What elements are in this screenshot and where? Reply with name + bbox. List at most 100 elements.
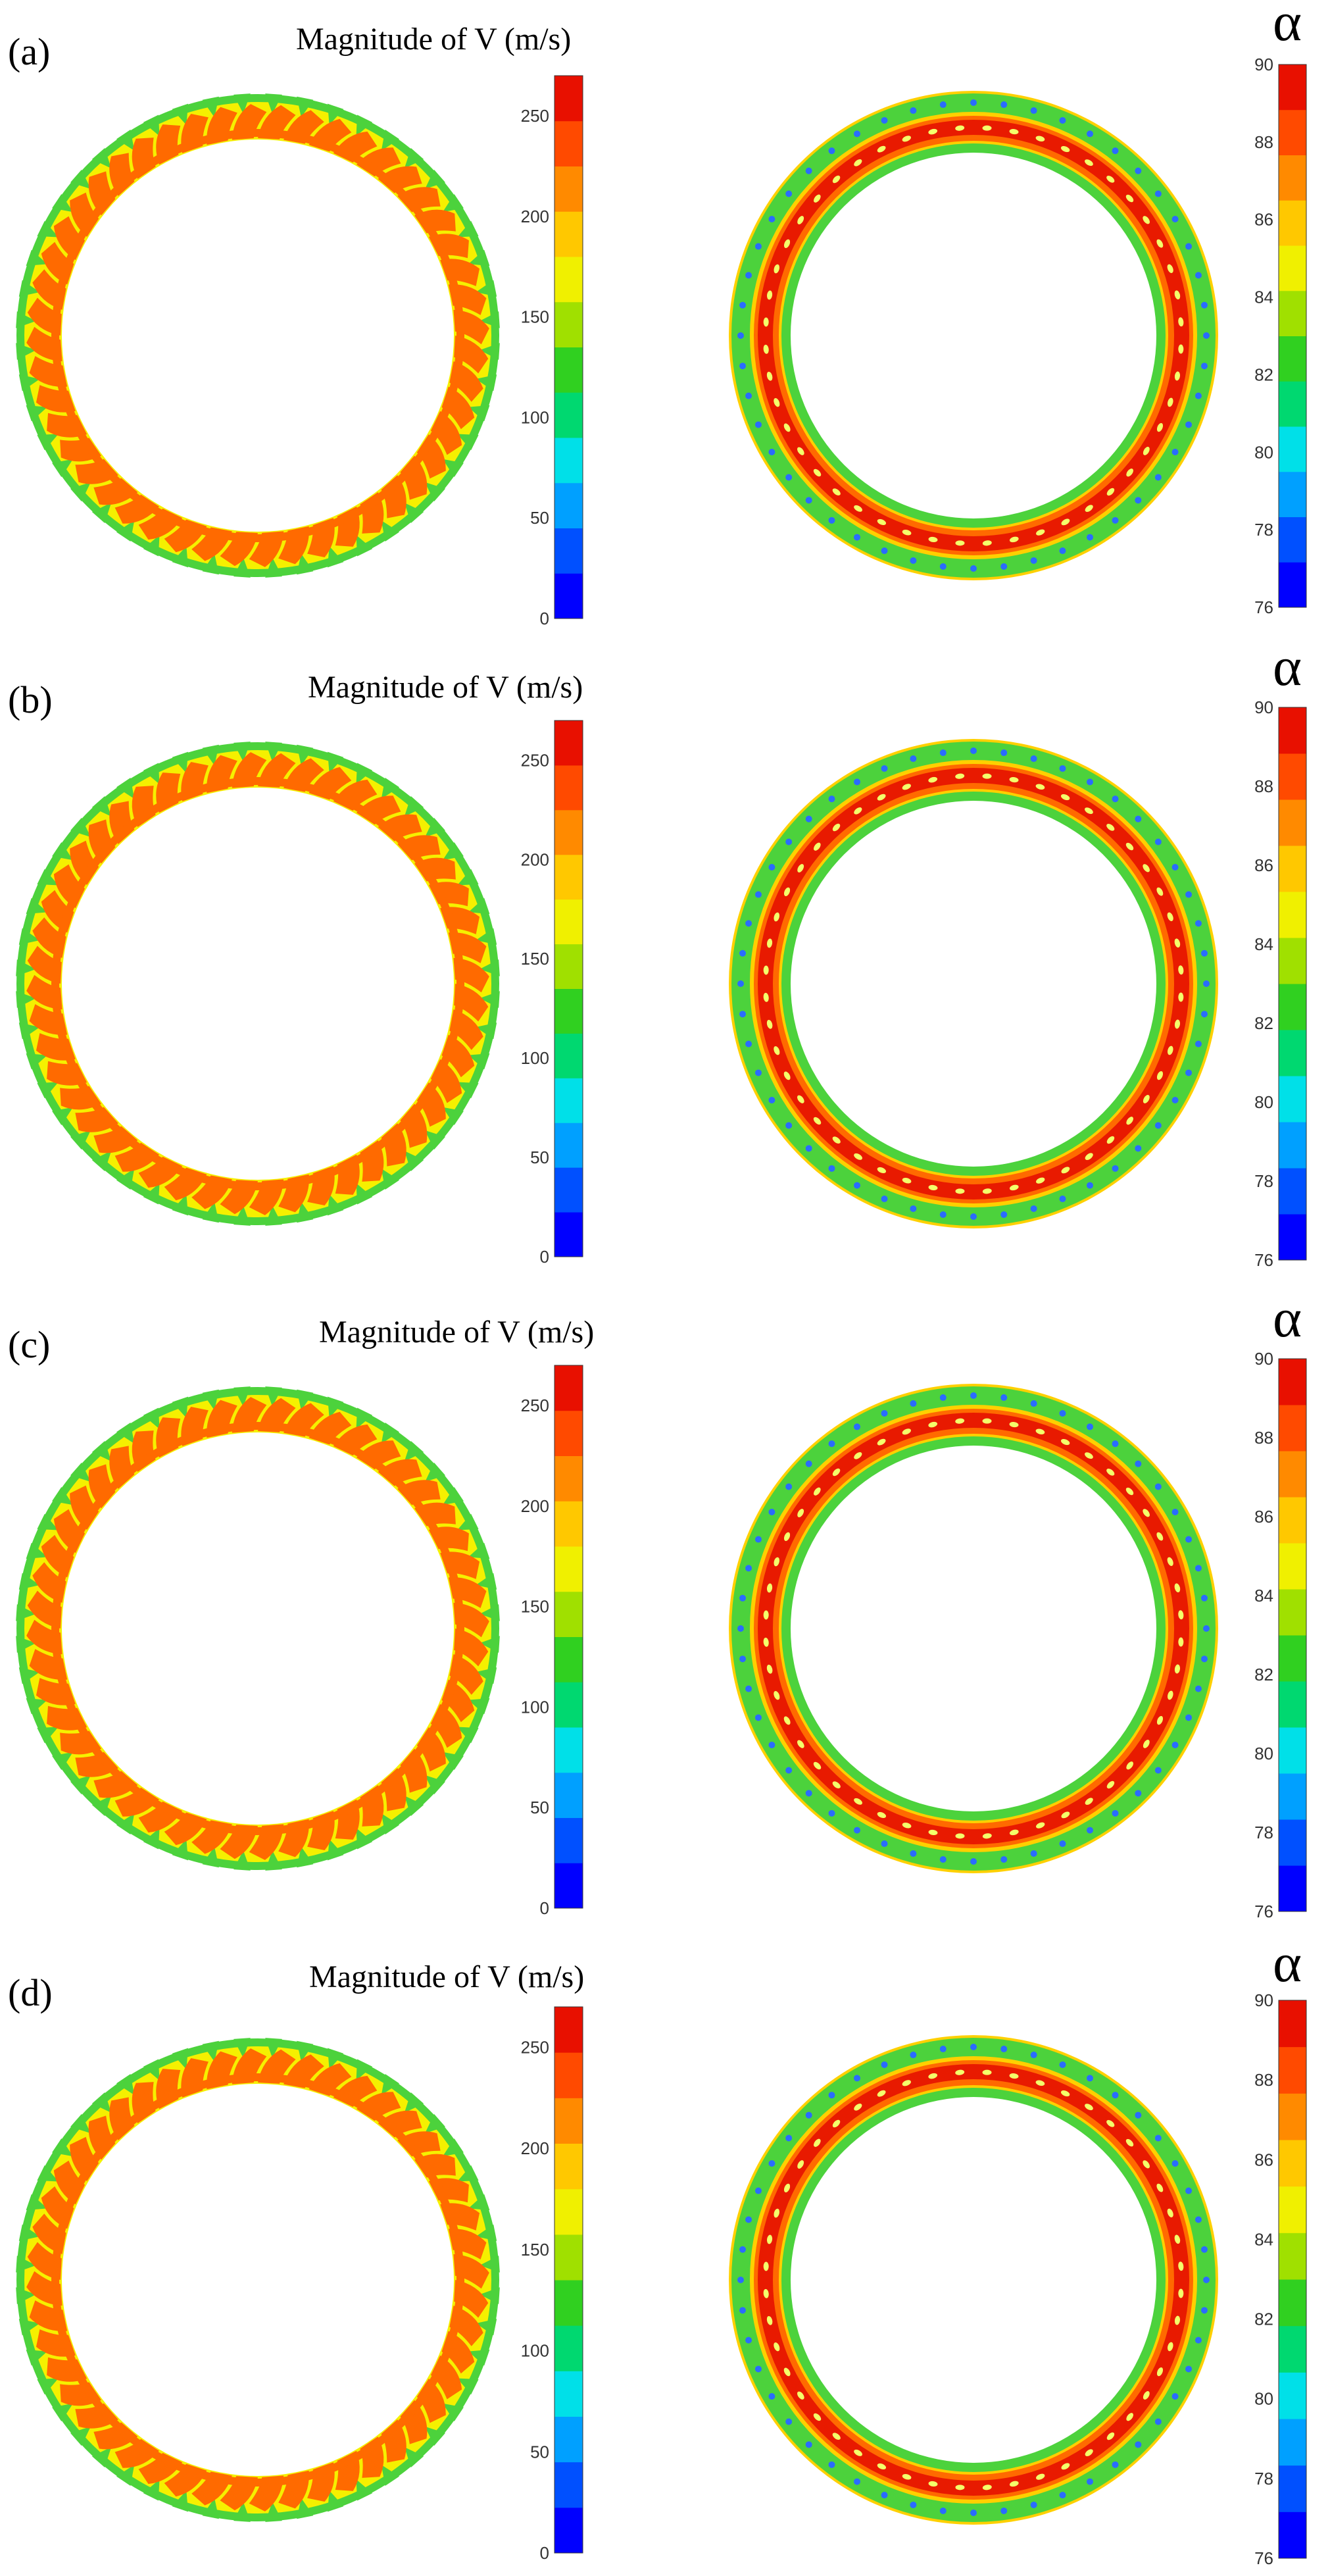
- colorbar-segment: [1279, 2093, 1306, 2117]
- outer-tooth: [476, 2319, 497, 2336]
- yellow-dot: [774, 1557, 779, 1567]
- blue-dot: [854, 2478, 860, 2485]
- outer-tooth: [116, 2465, 135, 2486]
- colorbar-segment: [554, 1011, 583, 1034]
- colorbar-segment: [554, 143, 583, 166]
- outer-tooth: [70, 482, 91, 502]
- outer-tooth: [172, 2048, 188, 2069]
- yellow-dot: [763, 1637, 769, 1647]
- outer-tooth: [37, 869, 59, 886]
- colorbar-segment: [1279, 1053, 1306, 1076]
- yellow-dot: [982, 125, 992, 131]
- outer-tooth: [234, 742, 251, 762]
- blue-dot: [1203, 980, 1210, 987]
- yellow-dot: [1178, 2261, 1184, 2271]
- colorbar-segment: [1279, 2256, 1306, 2280]
- blue-dot: [881, 116, 888, 124]
- blue-dot: [828, 1165, 835, 1172]
- outer-tooth: [425, 2113, 445, 2134]
- yellow-dot: [763, 1610, 769, 1620]
- colorbar-segment: [554, 809, 583, 833]
- colorbar-segment: [1279, 2372, 1306, 2396]
- blue-dot: [805, 497, 812, 504]
- colorbar-segment: [1279, 1727, 1306, 1751]
- colorbar-segment: [1279, 1007, 1306, 1030]
- yellow-dot: [1060, 145, 1070, 153]
- outer-tooth: [234, 2502, 251, 2522]
- colorbar-segment: [1279, 1030, 1306, 1053]
- colorbar-segment: [554, 166, 583, 189]
- colorbar-segment: [1279, 1428, 1306, 1452]
- outer-tooth: [52, 2138, 73, 2157]
- blue-dot: [785, 190, 793, 197]
- colorbar-segment: [554, 1190, 583, 1213]
- yellow-dot: [1035, 1428, 1045, 1434]
- yellow-dot: [1178, 992, 1184, 1002]
- yellow-dot: [1156, 1532, 1164, 1541]
- colorbar-segment: [1279, 2000, 1306, 2024]
- yellow-dot: [774, 398, 780, 407]
- yellow-dot: [1174, 1664, 1181, 1674]
- yellow-dot: [1061, 1167, 1070, 1174]
- ring-hole: [791, 1446, 1156, 1811]
- outer-tooth: [116, 2074, 135, 2095]
- colorbar-tick-label: 84: [1254, 1586, 1273, 1605]
- blue-dot: [1195, 2336, 1202, 2344]
- yellow-dot: [1174, 1583, 1181, 1593]
- colorbar-segment: [554, 550, 583, 574]
- blue-dot: [854, 1423, 860, 1430]
- outer-tooth: [356, 2479, 373, 2501]
- blue-dot: [1087, 1182, 1093, 1189]
- outer-tooth: [52, 2403, 73, 2422]
- colorbar-segment: [554, 1772, 583, 1796]
- colorbar-tick-label: 84: [1254, 288, 1273, 307]
- colorbar-frame: [1278, 64, 1307, 608]
- blue-dot: [939, 563, 947, 570]
- outer-tooth: [52, 1752, 73, 1771]
- yellow-dot: [783, 423, 791, 432]
- outer-tooth: [91, 2092, 112, 2113]
- blue-dot: [745, 2336, 752, 2344]
- velocity-colorbar: 0 50 100 150 200 250: [521, 720, 583, 1267]
- blade-crescent: [378, 2110, 422, 2138]
- colorbar-segment: [1279, 132, 1306, 155]
- colorbar-segment: [554, 2393, 583, 2417]
- yellow-dot: [1009, 2481, 1019, 2487]
- outer-tooth: [265, 1850, 282, 1871]
- outer-tooth: [468, 1053, 490, 1070]
- colorbar-segment: [1279, 1191, 1306, 1215]
- colorbar-segment: [1279, 2116, 1306, 2140]
- yellow-dot: [1085, 1452, 1093, 1459]
- yellow-dot: [1168, 2342, 1173, 2352]
- yellow-dot: [832, 823, 841, 832]
- yellow-dot: [955, 1418, 965, 1424]
- blue-dot: [1171, 449, 1179, 455]
- outer-tooth: [265, 2502, 282, 2522]
- colorbar-segment: [1279, 2512, 1306, 2536]
- colorbar-segment: [1279, 938, 1306, 961]
- colorbar-tick-label: 84: [1254, 2229, 1273, 2249]
- colorbar-segment: [554, 1234, 583, 1257]
- yellow-dot: [982, 2069, 992, 2075]
- outer-tooth: [457, 869, 479, 886]
- colorbar-segment: [1279, 313, 1306, 336]
- blade-crescent: [109, 801, 135, 844]
- blue-dot: [768, 2160, 776, 2167]
- blue-dot: [737, 2277, 744, 2283]
- yellow-dot: [1085, 1798, 1093, 1805]
- colorbar-segment: [1279, 1145, 1306, 1169]
- yellow-dot: [766, 1664, 773, 1674]
- yellow-dot: [813, 1761, 822, 1770]
- blue-dot: [754, 1714, 762, 1721]
- colorbar-segment: [554, 1682, 583, 1705]
- colorbar-segment: [1279, 1612, 1306, 1636]
- yellow-dot: [1143, 1509, 1150, 1517]
- yellow-dot: [774, 2342, 780, 2352]
- outer-tooth: [468, 1542, 490, 1559]
- colorbar-segment: [554, 257, 583, 280]
- blue-dot: [785, 2418, 793, 2425]
- colorbar-segment: [554, 2098, 583, 2121]
- colorbar-tick-label: 150: [521, 307, 549, 327]
- outer-tooth: [457, 1513, 479, 1530]
